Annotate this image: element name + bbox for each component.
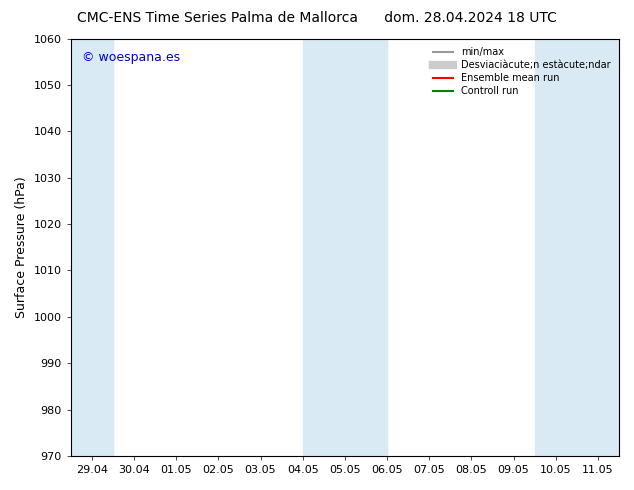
Legend: min/max, Desviaciàcute;n estàcute;ndar, Ensemble mean run, Controll run: min/max, Desviaciàcute;n estàcute;ndar, … [429,44,614,100]
Bar [534,39,619,456]
Y-axis label: Surface Pressure (hPa): Surface Pressure (hPa) [15,176,28,318]
Text: © woespana.es: © woespana.es [82,51,180,64]
Bar [71,39,113,456]
Text: CMC-ENS Time Series Palma de Mallorca      dom. 28.04.2024 18 UTC: CMC-ENS Time Series Palma de Mallorca do… [77,11,557,25]
Bar [302,39,387,456]
